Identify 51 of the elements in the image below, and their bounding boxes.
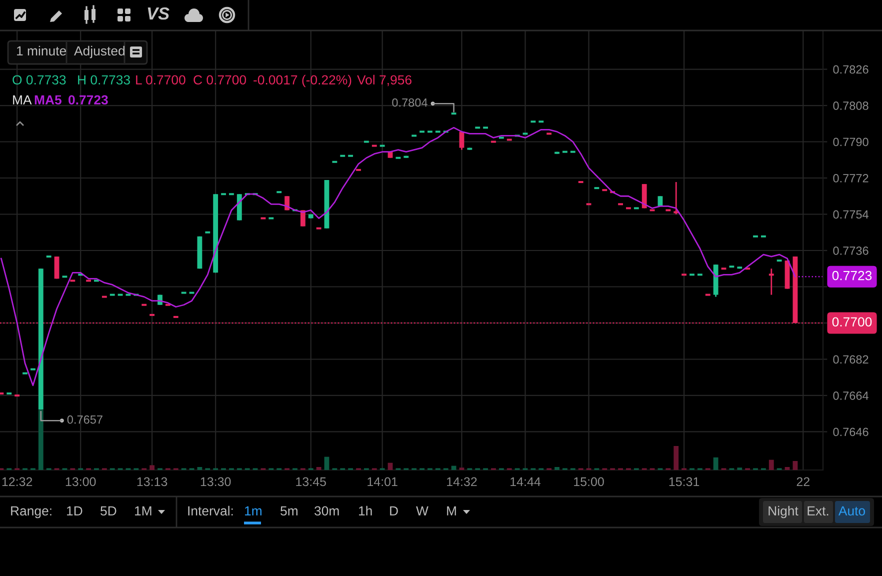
text: Interval:	[188, 506, 233, 516]
annotation: C 0.7700	[194, 75, 246, 85]
x-tick-label: 22	[796, 477, 810, 486]
ref-line-label: 0.7723	[832, 270, 872, 280]
annotation: O 0.7733	[12, 75, 66, 85]
text: Ext.	[808, 506, 828, 516]
annotation: MA	[13, 95, 32, 104]
text: Auto	[838, 506, 866, 516]
y-tick-label: 0.7646	[833, 428, 868, 436]
text: VS	[148, 7, 170, 20]
annotation: 0.7723	[68, 95, 108, 105]
x-tick-label: 14:44	[510, 477, 541, 486]
text: Night	[768, 506, 798, 518]
x-tick-label: 15:00	[574, 477, 604, 486]
annotation: 0.7804	[392, 98, 428, 107]
x-tick-label: 12:32	[2, 477, 32, 486]
text: D	[390, 506, 398, 516]
x-tick-label: 13:45	[296, 477, 326, 486]
text: 5m	[280, 506, 298, 516]
x-tick-label: 13:00	[66, 477, 96, 486]
text: 1M	[135, 506, 152, 516]
y-tick-label: 0.7736	[833, 246, 868, 255]
text: 1h	[359, 506, 372, 516]
annotation: Vol 7,956	[357, 74, 412, 86]
x-tick-label: 14:32	[447, 477, 477, 486]
x-tick-label: 13:13	[137, 477, 168, 486]
text: 5D	[100, 506, 116, 516]
text: W	[416, 506, 428, 516]
y-tick-label: 0.7808	[833, 102, 868, 110]
y-tick-label: 0.7664	[833, 392, 868, 400]
annotation: H 0.7733	[78, 75, 130, 85]
ref-line-label: 0.7700	[832, 317, 872, 327]
text: 30m	[314, 506, 339, 516]
y-tick-label: 0.7790	[833, 138, 868, 146]
y-tick-label: 0.7772	[833, 174, 868, 182]
text: Range:	[11, 506, 52, 518]
annotation: 1 minute	[17, 46, 66, 56]
text: 1D	[67, 506, 82, 516]
annotation: -0.0017 (-0.22%)	[254, 74, 352, 88]
x-tick-label: 13:30	[200, 477, 231, 486]
annotation: L 0.7700	[136, 75, 186, 85]
text: MA5	[34, 95, 62, 105]
y-tick-label: 0.7826	[833, 65, 868, 74]
y-tick-label: 0.7682	[833, 355, 868, 364]
y-tick-label: 0.7754	[833, 210, 868, 219]
x-tick-label: 14:01	[368, 477, 398, 486]
text: M	[447, 506, 456, 516]
x-tick-label: 15:31	[669, 477, 700, 486]
annotation: Adjusted	[74, 46, 124, 58]
annotation: 0.7657	[67, 415, 102, 424]
text: 1m	[245, 506, 262, 516]
